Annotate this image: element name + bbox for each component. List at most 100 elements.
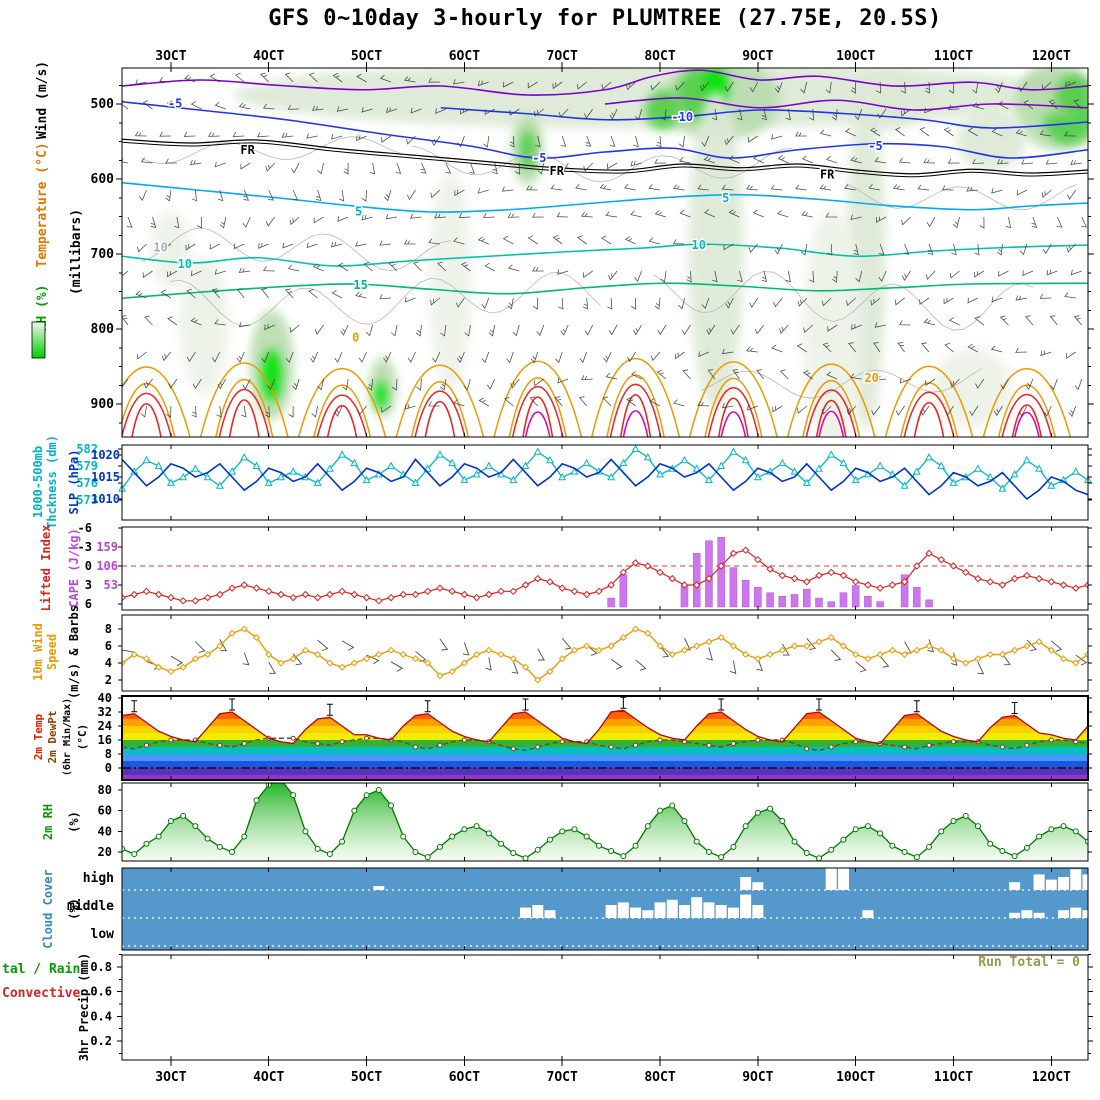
x-tick-label-top: 7OCT (547, 49, 578, 64)
x-tick-label-top: 4OCT (253, 49, 284, 64)
cloud-patch (752, 882, 764, 890)
pressure-tick-label: 800 (91, 322, 115, 337)
lifted-index-line (122, 546, 1088, 605)
thickness-tick-label: 576 (76, 476, 98, 490)
panel-li-cape: -6 -3 0 3 6 159 106 53 (78, 521, 1092, 611)
li-tick-label: 3 (85, 578, 92, 592)
x-tick-label-bottom: 5OCT (351, 1070, 382, 1085)
thickness-tick-label: 573 (76, 493, 98, 507)
contour-label: 20 (864, 371, 878, 385)
cloud-patch (837, 868, 849, 890)
contour-label: -5 (868, 139, 882, 153)
contour-label: FR (820, 168, 835, 182)
cloud-patch (703, 902, 715, 918)
cloud-patch (630, 907, 642, 918)
contour-label: 10 (153, 240, 167, 254)
precip-legend-label: tal / Rain (2, 962, 80, 977)
contour-label: 10 (178, 257, 192, 271)
panel-side-label: Lifted Index (39, 525, 53, 612)
cloud-patch (1033, 874, 1045, 890)
cloud-row-label: high (83, 871, 114, 886)
panel-side-label: Wind (m/s) (35, 61, 50, 139)
panel-side-label: (%) (67, 898, 81, 920)
panel-10m-wind: 8 6 4 2 (105, 614, 1092, 692)
x-axis-labels: 3OCT 3OCT 4OCT 4OCT 5OCT 5OCT 6OCT 6OCT 7OCT 7OCT… (155, 49, 1071, 1085)
x-tick-label-bottom: 7OCT (547, 1070, 578, 1085)
li-tick-label: -3 (78, 540, 92, 554)
slp-tick-label: 1015 (91, 470, 120, 484)
temp-line (122, 709, 1088, 745)
x-tick-label-top: 6OCT (449, 49, 480, 64)
panel-side-label: 10m Wind (31, 623, 45, 681)
cloud-patch (1021, 910, 1033, 918)
cloud-patch (1070, 869, 1082, 890)
cloud-patch (1045, 879, 1057, 890)
x-tick-label-bottom: 11OCT (934, 1070, 973, 1085)
precip-tick-label: 0.6 (90, 985, 112, 999)
cloud-patch (605, 905, 617, 918)
precip-tick-label: 0.4 (90, 1009, 112, 1023)
contour-label: 0 (352, 330, 359, 344)
li-tick-label: -6 (78, 521, 92, 535)
contour-label: 5 (355, 204, 362, 218)
temperature-bands (122, 710, 1088, 780)
wind-tick-label: 6 (105, 639, 112, 653)
cloud-patch (752, 905, 764, 918)
cloud-patch (1082, 874, 1088, 890)
contour-label: 15 (353, 278, 367, 292)
panel-precip: 0.8 0.6 0.4 0.2 Run Total = 0 (90, 954, 1093, 1061)
x-tick-label-top: 5OCT (351, 49, 382, 64)
contour-label: FR (240, 143, 255, 157)
thickness-tick-label: 582 (76, 442, 98, 456)
x-tick-label-bottom: 12OCT (1032, 1070, 1071, 1085)
cloud-patch (862, 910, 874, 918)
cloud-patch (1009, 912, 1021, 918)
contour-label: -5 (532, 151, 546, 165)
contour-label: 10 (691, 238, 705, 252)
panel-2m-rh: 80 60 40 20 (98, 782, 1092, 862)
cloud-patch (532, 905, 544, 918)
x-tick-label-top: 9OCT (742, 49, 773, 64)
x-tick-label-top: 11OCT (934, 49, 973, 64)
precip-tick-label: 0.8 (90, 960, 112, 974)
chart-title: GFS 0~10day 3-hourly for PLUMTREE (27.75… (268, 6, 942, 31)
panel-side-label: (millibars) (69, 209, 84, 295)
cloud-patch (1070, 907, 1082, 918)
cloud-patch (617, 902, 629, 918)
rh-tick-label: 20 (98, 845, 112, 859)
pressure-tick-label: 500 (91, 97, 115, 112)
cape-tick-label: 53 (104, 578, 118, 592)
panel-side-label: 2m RH (41, 804, 55, 840)
temp-tick-label: 0 (105, 761, 112, 775)
cloud-bg (122, 868, 1088, 950)
cloud-patch (825, 868, 837, 890)
panel-side-label: SLP (hPa) (67, 449, 81, 514)
precip-legend-label: Convective (2, 986, 80, 1001)
x-tick-label-top: 10OCT (836, 49, 875, 64)
slp-tick-label: 1020 (91, 448, 120, 462)
cloud-patch (1082, 910, 1088, 918)
panel-side-label: 3hr Precip (mm) (77, 953, 91, 1061)
x-tick-label-bottom: 3OCT (155, 1070, 186, 1085)
wind-tick-label: 8 (105, 622, 112, 636)
cape-tick-label: 106 (96, 559, 118, 573)
wind-barbs-upper (122, 72, 1087, 418)
contour-label: 5 (722, 191, 729, 205)
panel-side-label: Speed (45, 634, 59, 670)
cloud-patch (715, 905, 727, 918)
temp-tick-label: 24 (98, 719, 112, 733)
cloud-patch (678, 905, 690, 918)
li-tick-label: 0 (85, 559, 92, 573)
pressure-tick-label: 700 (91, 247, 115, 262)
li-tick-label: 6 (85, 597, 92, 611)
contour-label: -5 (168, 96, 182, 110)
rh-tick-label: 40 (98, 824, 112, 838)
cloud-patch (1033, 912, 1045, 918)
panel-side-label: (m/s) & Barbs (67, 605, 81, 699)
run-total-label: Run Total = 0 (978, 955, 1080, 970)
panel-side-label: (°C) (76, 724, 89, 751)
panel-side-label: RH (%) (35, 285, 50, 332)
